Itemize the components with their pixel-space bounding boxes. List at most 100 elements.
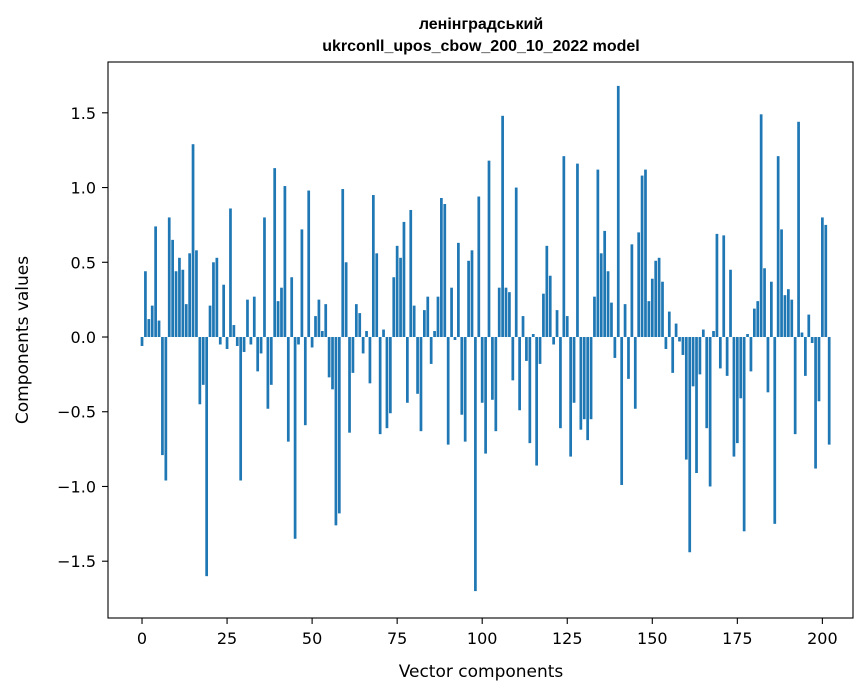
bar-185 xyxy=(770,281,773,338)
bar-71 xyxy=(382,329,385,338)
bar-122 xyxy=(555,310,559,338)
bar-105 xyxy=(497,287,501,338)
bar-121 xyxy=(552,337,555,345)
bar-165 xyxy=(701,329,705,338)
bar-32 xyxy=(249,337,253,345)
bar-8 xyxy=(167,217,171,338)
bar-197 xyxy=(810,337,814,343)
x-tick-label-100: 100 xyxy=(467,629,498,648)
bar-73 xyxy=(388,337,392,414)
bar-6 xyxy=(161,337,164,456)
bar-190 xyxy=(787,289,790,338)
bar-189 xyxy=(783,295,787,338)
bar-168 xyxy=(712,331,715,338)
y-axis-ticks: −1.5 −1.0 −0.5 0.0 0.5 1.0 1.5 xyxy=(57,104,108,571)
x-axis-label: Vector components xyxy=(399,662,564,682)
bar-67 xyxy=(368,337,372,384)
bar-series xyxy=(140,85,831,592)
bar-172 xyxy=(725,337,729,376)
bar-149 xyxy=(647,301,651,338)
x-tick-label-125: 125 xyxy=(552,629,583,648)
bar-147 xyxy=(640,175,644,338)
bar-69 xyxy=(375,253,379,338)
bar-13 xyxy=(184,304,188,338)
bar-97 xyxy=(470,250,474,338)
bar-90 xyxy=(446,337,450,445)
bar-1 xyxy=(144,271,147,338)
bar-36 xyxy=(263,217,266,338)
bar-86 xyxy=(433,331,436,338)
bar-124 xyxy=(562,156,566,338)
bar-109 xyxy=(511,337,515,381)
bar-82 xyxy=(419,337,423,432)
bar-116 xyxy=(535,337,538,466)
bar-85 xyxy=(429,337,433,364)
bar-134 xyxy=(596,169,600,338)
bar-118 xyxy=(542,293,545,338)
bar-55 xyxy=(327,337,331,378)
bar-2 xyxy=(147,319,151,338)
bar-89 xyxy=(443,203,447,338)
bar-183 xyxy=(763,268,766,338)
bar-108 xyxy=(508,292,511,338)
bar-114 xyxy=(528,337,532,444)
bar-192 xyxy=(793,337,797,435)
bar-95 xyxy=(463,337,467,442)
bar-152 xyxy=(657,257,661,338)
x-tick-label-25: 25 xyxy=(217,629,237,648)
bar-139 xyxy=(613,337,617,358)
bar-191 xyxy=(790,299,794,338)
bar-153 xyxy=(661,281,664,338)
bar-75 xyxy=(395,245,399,338)
bar-58 xyxy=(337,337,341,514)
bar-142 xyxy=(623,304,627,338)
y-tick-label-6: 1.5 xyxy=(71,104,96,123)
bar-79 xyxy=(409,209,413,338)
bar-113 xyxy=(525,337,528,361)
bar-57 xyxy=(334,337,338,526)
bar-43 xyxy=(286,337,290,442)
bar-187 xyxy=(776,156,780,338)
bar-196 xyxy=(807,314,811,338)
bar-24 xyxy=(222,284,226,338)
bar-131 xyxy=(586,337,590,441)
bar-18 xyxy=(201,337,205,385)
bar-144 xyxy=(630,244,634,338)
bar-135 xyxy=(599,253,603,338)
bar-20 xyxy=(208,305,212,338)
bar-160 xyxy=(684,337,688,460)
bar-195 xyxy=(804,337,807,376)
bar-0 xyxy=(140,337,144,346)
bar-99 xyxy=(477,196,481,338)
bar-201 xyxy=(824,224,828,338)
bar-111 xyxy=(518,337,521,411)
bar-173 xyxy=(729,269,732,338)
bar-98 xyxy=(474,337,477,592)
bar-28 xyxy=(235,337,239,346)
bar-175 xyxy=(735,337,739,444)
bar-126 xyxy=(569,337,573,457)
bar-62 xyxy=(351,337,355,373)
bar-182 xyxy=(759,114,763,338)
x-tick-label-175: 175 xyxy=(722,629,753,648)
bar-19 xyxy=(205,337,209,577)
bar-100 xyxy=(480,337,484,403)
bar-128 xyxy=(576,163,579,338)
bar-136 xyxy=(603,230,607,338)
bar-39 xyxy=(273,168,277,338)
bar-178 xyxy=(746,334,749,338)
y-tick-label-5: 1.0 xyxy=(71,179,96,198)
bar-68 xyxy=(371,195,375,338)
bar-46 xyxy=(297,337,300,345)
bar-41 xyxy=(280,287,283,338)
bar-163 xyxy=(695,337,698,474)
y-tick-label-0: −1.5 xyxy=(57,552,96,571)
bar-159 xyxy=(681,337,685,355)
bar-56 xyxy=(331,337,334,390)
bar-5 xyxy=(157,320,161,338)
bar-70 xyxy=(378,337,382,435)
bar-14 xyxy=(188,253,191,338)
x-tick-label-200: 200 xyxy=(807,629,838,648)
bar-37 xyxy=(266,337,270,409)
bar-186 xyxy=(773,337,777,524)
